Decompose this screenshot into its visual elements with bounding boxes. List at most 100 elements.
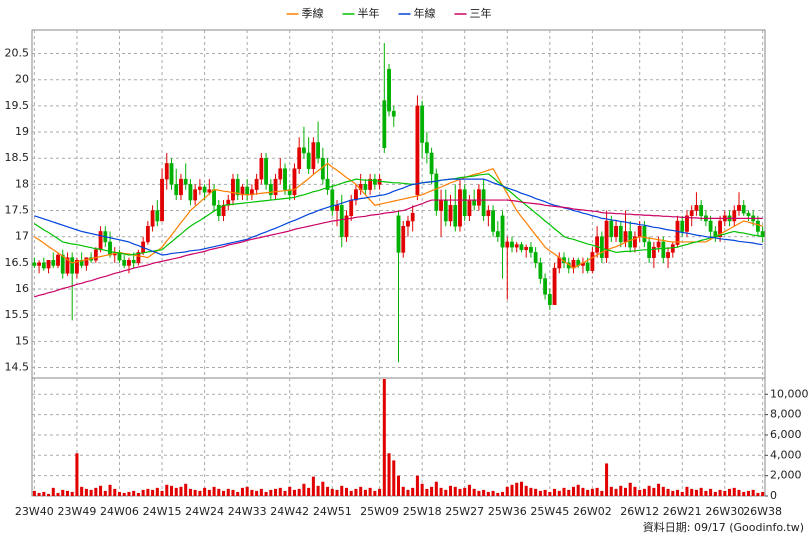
candle-body: [595, 236, 600, 253]
candle-body: [46, 260, 51, 269]
volume-bar: [330, 488, 334, 496]
y2-tick-label: 8,000: [770, 408, 802, 421]
volume-bar: [288, 486, 292, 496]
volume-bar: [449, 485, 453, 496]
candle-body: [401, 225, 406, 253]
candle-body: [599, 236, 604, 258]
volume-bar: [614, 488, 618, 496]
ma-line: [34, 178, 763, 256]
volume-bar: [269, 489, 273, 496]
candle-body: [339, 205, 344, 237]
candle-body: [495, 231, 500, 237]
volume-bar: [354, 488, 358, 496]
volume-bar: [746, 490, 750, 496]
volume-bar: [694, 489, 698, 496]
volume-bar: [222, 490, 226, 496]
x-tick-label: 25W45: [530, 505, 569, 518]
candle-body: [590, 252, 595, 271]
y-tick-label: 18: [15, 177, 29, 190]
x-tick-label: 25W36: [488, 505, 527, 518]
candle-body: [505, 241, 510, 248]
candle-body: [510, 241, 514, 248]
volume-bar: [65, 490, 69, 496]
volume-bar: [37, 492, 41, 496]
volume-bar: [505, 486, 509, 496]
candle-body: [335, 205, 339, 211]
volume-bar: [340, 485, 344, 496]
volume-bar: [590, 488, 594, 496]
volume-bar: [680, 491, 684, 496]
volume-bar: [387, 453, 391, 496]
volume-bar: [117, 491, 122, 496]
x-tick-label: 24W15: [143, 505, 182, 518]
x-tick-label: 24W51: [313, 505, 352, 518]
volume-bar: [127, 491, 131, 496]
volume-bar: [529, 487, 533, 496]
y2-tick-label: 10,000: [770, 387, 808, 400]
volume-bar: [174, 487, 178, 496]
volume-bar: [188, 488, 192, 496]
volume-bar: [600, 490, 604, 496]
volume-bar: [633, 486, 637, 496]
volume-bar: [472, 488, 476, 496]
volume-bar: [151, 489, 155, 496]
candle-body: [420, 105, 425, 143]
candle-body: [202, 186, 207, 193]
volume-bar: [240, 487, 244, 496]
candle-body: [756, 220, 760, 232]
x-tick-label: 25W09: [360, 505, 399, 518]
volume-bar: [122, 492, 126, 496]
candle-body: [651, 246, 656, 258]
volume-bar: [553, 488, 557, 496]
candle-body: [543, 278, 548, 295]
volume-bar: [160, 490, 164, 496]
volume-bar: [444, 489, 448, 496]
volume-bar: [193, 489, 197, 496]
y-tick-label: 16.5: [5, 256, 30, 269]
candle-body: [122, 260, 127, 266]
volume-bar: [198, 490, 202, 496]
volume-bar: [75, 453, 79, 496]
volume-bar: [396, 475, 401, 496]
volume-bar: [401, 486, 405, 496]
candle-body: [670, 244, 675, 253]
candle-body: [732, 210, 737, 222]
volume-bar: [467, 484, 471, 496]
volume-bar: [671, 490, 675, 496]
volume-bar: [557, 490, 561, 496]
volume-bar: [595, 487, 599, 496]
volume-bar: [245, 486, 249, 496]
candle-body: [524, 246, 529, 251]
volume-bar: [728, 488, 732, 496]
volume-bar: [704, 490, 708, 496]
candle-body: [486, 210, 491, 217]
volume-bar: [264, 491, 268, 496]
volume-bar: [586, 489, 590, 496]
volume-bar: [463, 487, 467, 496]
volume-bar: [430, 486, 434, 496]
volume-bar: [61, 489, 65, 496]
candle-body: [434, 173, 439, 211]
candle-body: [212, 189, 216, 206]
candle-body: [160, 178, 164, 222]
volume-bar: [415, 475, 419, 496]
candle-body: [415, 105, 420, 196]
volume-bar: [420, 483, 424, 496]
marks-layer: [32, 43, 765, 496]
candle-body: [529, 246, 533, 253]
candle-body: [188, 184, 193, 201]
x-tick-label: 26W30: [705, 505, 744, 518]
candle-body: [514, 244, 519, 248]
volume-bar: [207, 489, 211, 496]
x-tick-label: 26W02: [573, 505, 612, 518]
candle-body: [75, 260, 79, 274]
volume-bar: [519, 481, 523, 496]
volume-bar: [534, 488, 538, 496]
candle-body: [604, 220, 609, 258]
candle-body: [429, 152, 434, 175]
volume-bar: [84, 488, 88, 496]
volume-bar: [647, 485, 651, 496]
volume-bar: [510, 484, 514, 496]
candle-body: [283, 168, 287, 190]
